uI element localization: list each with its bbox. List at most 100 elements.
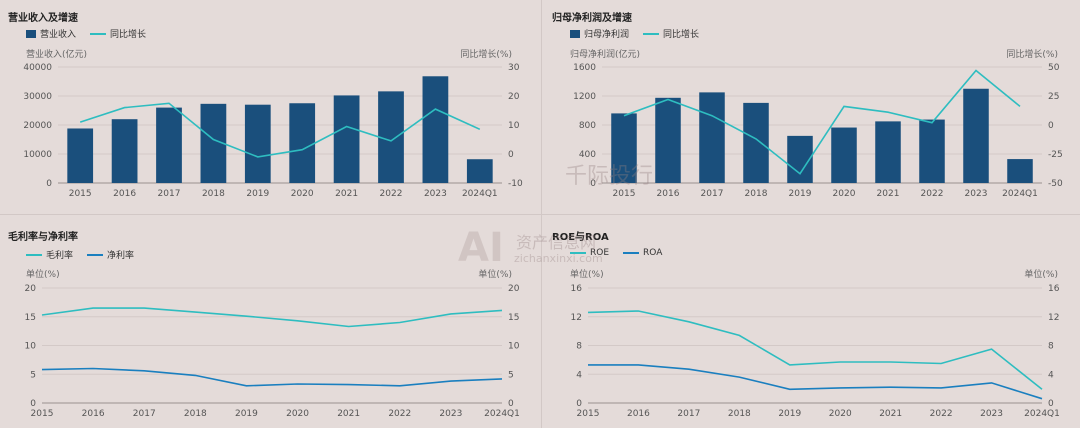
chart2-xtick: 2018 [745, 189, 768, 199]
chart3-xtick: 2022 [388, 409, 411, 419]
chart1-legend-item-bar: 营业收入 [26, 27, 76, 40]
chart4-xtick: 2024Q1 [1024, 409, 1060, 419]
chart3-legend-label-1: 毛利率 [46, 251, 74, 261]
chart3-title: 毛利率与净利率 [8, 232, 78, 243]
chart2-legend-bar-swatch [570, 29, 580, 38]
chart1-bar [244, 104, 271, 183]
chart4-ytick-left: 12 [571, 313, 582, 323]
chart3-xtick: 2020 [286, 409, 309, 419]
chart4-legend-label-1: ROE [590, 248, 610, 258]
chart3-ytick-right: 15 [508, 313, 519, 323]
chart2-xtick: 2023 [965, 189, 988, 199]
chart3-ytick-right: 5 [508, 370, 514, 380]
chart1-ytick-right: 10 [508, 121, 520, 131]
chart4-ytick-left: 8 [576, 342, 582, 352]
chart2-ylabel-left: 归母净利润(亿元) [570, 48, 640, 60]
chart1-bar [289, 103, 316, 183]
chart2-ytick-right: 0 [1048, 121, 1054, 131]
chart3-series-line-2 [41, 367, 503, 387]
chart1-xtick: 2021 [335, 189, 358, 199]
chart1-ytick-left: 0 [46, 179, 52, 189]
chart2-ytick-left: 1600 [573, 63, 596, 73]
chart3-ylabel-left: 单位(%) [26, 268, 60, 280]
chart1-ylabel-right: 同比增长(%) [460, 48, 512, 60]
chart3-legend-item-1: 毛利率 [26, 248, 73, 261]
chart1-legend: 营业收入 同比增长 [26, 27, 146, 40]
chart3-xtick: 2017 [133, 409, 156, 419]
chart3-ytick-right: 0 [508, 399, 514, 409]
chart3-xtick: 2015 [31, 409, 54, 419]
chart1-xtick: 2022 [380, 189, 403, 199]
chart4-ytick-right: 16 [1048, 284, 1060, 294]
chart3-legend-swatch-2 [87, 253, 104, 256]
chart1-xtick: 2023 [424, 189, 447, 199]
chart1-ytick-right: 0 [508, 150, 514, 160]
chart1-bar [111, 119, 138, 183]
chart4-ytick-right: 12 [1048, 313, 1059, 323]
chart1-bar [422, 76, 449, 183]
chart2-ytick-left: 400 [579, 150, 596, 160]
chart2-legend: 归母净利润 同比增长 [570, 27, 699, 40]
chart2-bar [699, 92, 725, 183]
chart2-ytick-right: 25 [1048, 92, 1059, 102]
chart1-bar [333, 95, 360, 183]
chart4-ylabel-left: 单位(%) [570, 268, 604, 280]
chart4-ytick-left: 4 [576, 370, 582, 380]
watermark-brand: 千际投行 [565, 164, 654, 189]
chart3-ytick-left: 0 [30, 399, 36, 409]
chart2-series-line-2 [623, 69, 1021, 175]
chart1-xtick: 2015 [69, 189, 92, 199]
chart2-title: 归母净利润及增速 [552, 13, 632, 24]
chart3-legend-item-2: 净利率 [87, 248, 134, 261]
chart4-series-line-1 [587, 310, 1043, 390]
chart4-xtick: 2018 [728, 409, 751, 419]
chart1-ytick-right: 20 [508, 92, 520, 102]
chart3-xtick: 2016 [82, 409, 105, 419]
chart4-legend-label-2: ROA [643, 248, 663, 258]
chart1-xtick: 2017 [158, 189, 181, 199]
chart1-bar [466, 159, 493, 183]
chart1-bar [156, 107, 182, 183]
chart2-legend-item-bar: 归母净利润 [570, 27, 629, 40]
chart4-ytick-right: 0 [1048, 399, 1054, 409]
chart2-bar [611, 113, 637, 183]
chart1-ylabel-left: 营业收入(亿元) [26, 48, 87, 60]
watermark-logo: AI [458, 225, 504, 271]
chart3-legend-label-2: 净利率 [107, 251, 135, 261]
chart1-legend-bar-label: 营业收入 [40, 30, 77, 40]
chart1-xtick: 2024Q1 [462, 189, 498, 199]
chart2-bar [875, 121, 901, 183]
chart4-legend-swatch-1 [570, 252, 586, 254]
chart4-legend-item-2: ROA [623, 248, 662, 258]
chart1-xtick: 2020 [291, 189, 314, 199]
chart3-legend-swatch-1 [26, 253, 42, 256]
chart2-ytick-left: 1200 [573, 92, 596, 102]
chart4-ytick-left: 0 [576, 399, 582, 409]
chart1-ytick-right: -10 [508, 179, 523, 189]
chart4-legend: ROE ROA [570, 248, 662, 258]
chart3-ytick-left: 5 [30, 370, 36, 380]
chart2-xtick: 2017 [701, 189, 724, 199]
chart2-ylabel-right: 同比增长(%) [1006, 48, 1058, 60]
chart3-ytick-right: 20 [508, 284, 520, 294]
chart4-xtick: 2015 [577, 409, 600, 419]
chart2-legend-bar-label: 归母净利润 [584, 30, 630, 40]
chart4-legend-swatch-2 [623, 252, 640, 254]
chart2-xtick: 2022 [921, 189, 944, 199]
chart1-legend-item-line: 同比增长 [90, 27, 146, 40]
chart2-ytick-left: 800 [579, 121, 596, 131]
watermark-site-name: 资产信息网 [516, 233, 597, 252]
chart3-xtick: 2018 [184, 409, 207, 419]
chart3-xtick: 2023 [439, 409, 462, 419]
chart2-xtick: 2024Q1 [1002, 189, 1038, 199]
chart4-xtick: 2019 [778, 409, 801, 419]
chart1-xtick: 2018 [202, 189, 225, 199]
chart2-bar [831, 127, 857, 183]
chart2-xtick: 2016 [657, 189, 680, 199]
chart1-ytick-left: 20000 [23, 121, 52, 131]
chart1-legend-line-swatch [90, 32, 107, 35]
chart2-bar [919, 119, 945, 183]
chart2-legend-line-swatch [643, 32, 660, 35]
chart1-legend-bar-swatch [26, 29, 36, 38]
